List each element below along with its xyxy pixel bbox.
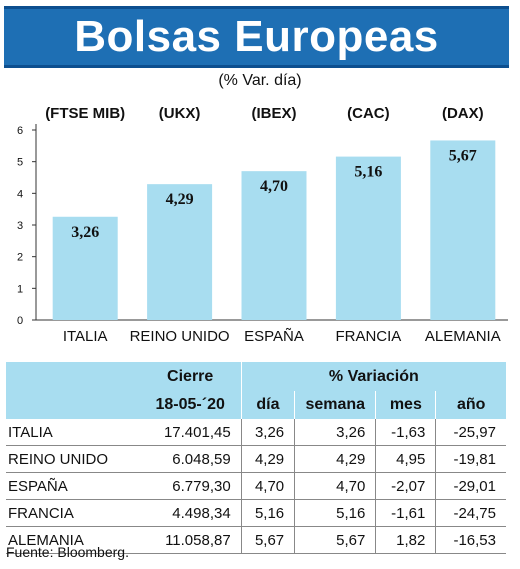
table-row: ESPAÑA 6.779,30 4,70 4,70 -2,07 -29,01 xyxy=(6,472,506,500)
table-body: ITALIA 17.401,45 3,26 3,26 -1,63 -25,97 REINO … xyxy=(6,419,506,554)
cierre-cell: 4.498,34 xyxy=(139,499,242,527)
y-tick-label: 0 xyxy=(17,315,23,327)
bar-value-label: 5,16 xyxy=(354,164,382,181)
dia-cell: 5,16 xyxy=(240,499,295,527)
header-blank xyxy=(6,362,140,391)
mes-cell: -1,61 xyxy=(375,499,436,527)
category-label: ALEMANIA xyxy=(425,328,501,345)
category-label: REINO UNIDO xyxy=(130,328,230,345)
bar-value-label: 5,67 xyxy=(449,147,477,164)
index-label: (IBEX) xyxy=(252,105,297,122)
header-date: 18-05-´20 xyxy=(139,391,242,419)
ano-cell: -24,75 xyxy=(435,499,506,527)
table-row: ITALIA 17.401,45 3,26 3,26 -1,63 -25,97 xyxy=(6,419,506,446)
chart-title: Bolsas Europeas xyxy=(74,12,439,61)
table-row: REINO UNIDO 6.048,59 4,29 4,29 4,95 -19,81 xyxy=(6,445,506,473)
ano-cell: -29,01 xyxy=(435,472,506,500)
bar xyxy=(241,171,307,320)
row-name: ESPAÑA xyxy=(6,472,140,500)
bar xyxy=(430,140,496,320)
ano-cell: -16,53 xyxy=(435,526,506,554)
header-dia: día xyxy=(240,391,295,419)
source-note: Fuente: Bloomberg. xyxy=(6,544,129,560)
mes-cell: -2,07 xyxy=(375,472,436,500)
bar xyxy=(335,156,401,320)
header-blank-2 xyxy=(6,391,140,419)
semana-cell: 4,70 xyxy=(294,472,376,500)
dia-cell: 3,26 xyxy=(240,419,295,446)
bar xyxy=(52,216,118,320)
y-tick-label: 4 xyxy=(17,188,23,200)
table-row: FRANCIA 4.498,34 5,16 5,16 -1,61 -24,75 xyxy=(6,499,506,527)
cierre-cell: 17.401,45 xyxy=(139,419,242,446)
category-label: ESPAÑA xyxy=(244,328,304,345)
table-row: ALEMANIA 11.058,87 5,67 5,67 1,82 -16,53 xyxy=(6,526,506,554)
cierre-cell: 6.779,30 xyxy=(139,472,242,500)
header-cierre: Cierre xyxy=(139,362,242,391)
index-label: (DAX) xyxy=(442,105,484,122)
row-name: REINO UNIDO xyxy=(6,445,140,473)
y-tick-label: 1 xyxy=(17,283,23,295)
index-label: (FTSE MIB) xyxy=(45,105,125,122)
dia-cell: 4,29 xyxy=(240,445,295,473)
header-semana: semana xyxy=(294,391,376,419)
table-header-row-2: 18-05-´20 día semana mes año xyxy=(6,391,506,419)
header-mes: mes xyxy=(375,391,436,419)
data-table: Cierre % Variación 18-05-´20 día semana … xyxy=(6,362,506,554)
y-tick-label: 3 xyxy=(17,220,23,232)
dia-cell: 4,70 xyxy=(240,472,295,500)
mes-cell: -1,63 xyxy=(375,419,436,446)
cierre-cell: 11.058,87 xyxy=(139,526,242,554)
data-table-wrap: Cierre % Variación 18-05-´20 día semana … xyxy=(6,362,506,554)
category-label: FRANCIA xyxy=(335,328,401,345)
bar-chart: 0 1 2 3 4 5 6 3,26 (FTSE MIB) ITALIA 4,29 (UKX) REIN… xyxy=(17,105,508,345)
y-tick-label: 6 xyxy=(17,125,23,137)
semana-cell: 5,67 xyxy=(294,526,376,554)
title-banner: Bolsas Europeas xyxy=(4,6,509,68)
semana-cell: 5,16 xyxy=(294,499,376,527)
ano-cell: -25,97 xyxy=(435,419,506,446)
header-ano: año xyxy=(435,391,506,419)
y-tick-label: 5 xyxy=(17,157,23,169)
semana-cell: 3,26 xyxy=(294,419,376,446)
table-header-row-1: Cierre % Variación xyxy=(6,362,506,391)
row-name: FRANCIA xyxy=(6,499,140,527)
mes-cell: 1,82 xyxy=(375,526,436,554)
y-tick-label: 2 xyxy=(17,252,23,264)
dia-cell: 5,67 xyxy=(240,526,295,554)
chart-subtitle: (% Var. día) xyxy=(218,72,302,89)
bar-value-label: 4,29 xyxy=(166,191,194,208)
bar xyxy=(147,184,213,320)
row-name: ALEMANIA xyxy=(6,526,140,554)
mes-cell: 4,95 xyxy=(375,445,436,473)
bar-value-label: 4,70 xyxy=(260,178,288,195)
category-label: ITALIA xyxy=(63,328,108,345)
ano-cell: -19,81 xyxy=(435,445,506,473)
cierre-cell: 6.048,59 xyxy=(139,445,242,473)
header-variacion: % Variación xyxy=(240,362,506,391)
semana-cell: 4,29 xyxy=(294,445,376,473)
row-name: ITALIA xyxy=(6,419,140,446)
index-label: (UKX) xyxy=(159,105,201,122)
bar-value-label: 3,26 xyxy=(71,224,99,241)
index-label: (CAC) xyxy=(347,105,390,122)
